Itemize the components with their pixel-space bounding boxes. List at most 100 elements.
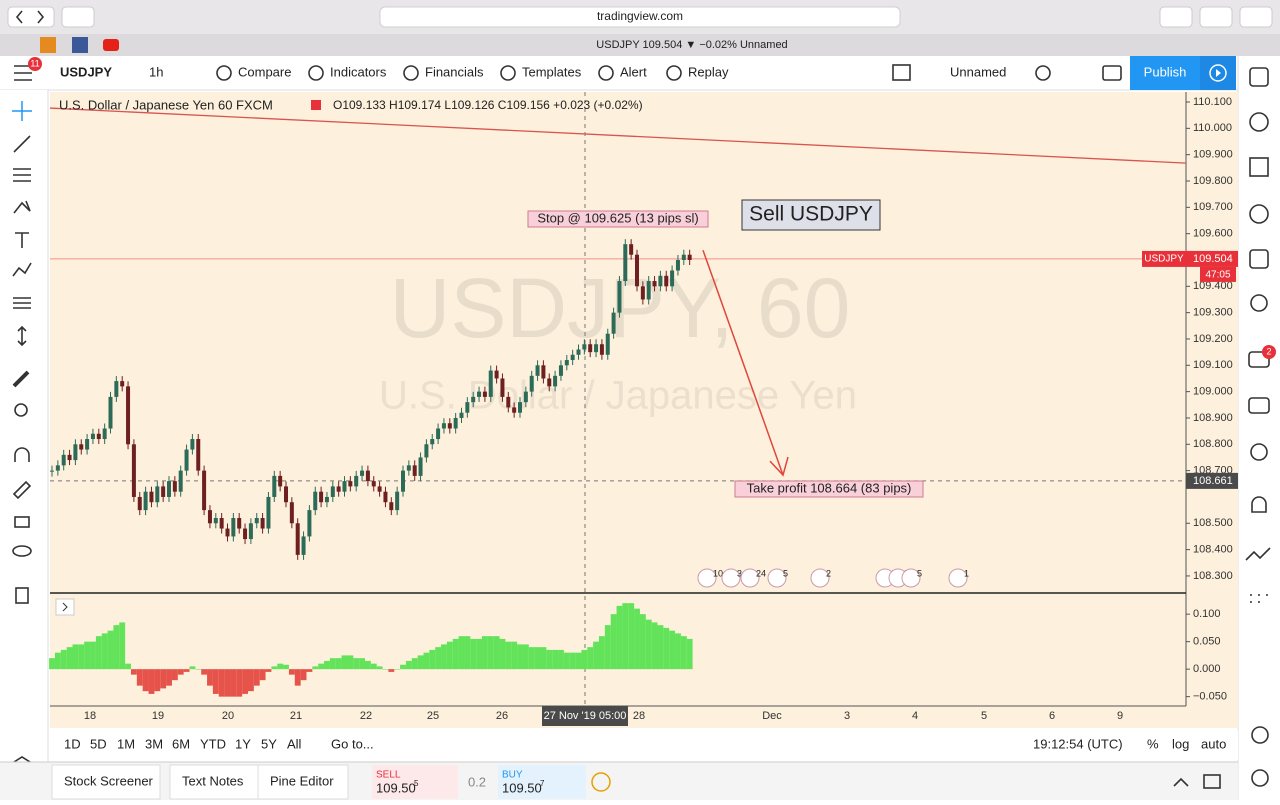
candle bbox=[635, 254, 639, 287]
x-tick-label: Dec bbox=[762, 710, 782, 722]
range-button[interactable]: All bbox=[287, 736, 302, 751]
buy-button[interactable] bbox=[498, 765, 586, 799]
chat-badge: 2 bbox=[1266, 346, 1271, 356]
fib-tool[interactable] bbox=[13, 168, 31, 182]
event-marker[interactable] bbox=[901, 568, 921, 588]
scale-option[interactable]: log bbox=[1172, 736, 1189, 751]
trading-icon[interactable] bbox=[1245, 547, 1271, 561]
notifications-icon[interactable] bbox=[1251, 496, 1267, 513]
candle bbox=[324, 496, 329, 503]
magnet-tool[interactable] bbox=[14, 447, 30, 462]
trash-tool[interactable] bbox=[15, 587, 29, 604]
x-tick-label: 26 bbox=[496, 710, 508, 722]
buy-label: BUY bbox=[502, 770, 523, 781]
layout-name[interactable]: Unnamed bbox=[950, 64, 1006, 79]
panel-tab[interactable] bbox=[257, 764, 349, 800]
chat-icon[interactable] bbox=[1248, 351, 1270, 368]
flag[interactable] bbox=[311, 100, 321, 110]
settings-icon[interactable] bbox=[1035, 65, 1051, 81]
range-button[interactable]: 1M bbox=[117, 736, 135, 751]
range-button[interactable]: YTD bbox=[200, 736, 226, 751]
range-button[interactable]: 1Y bbox=[235, 736, 251, 751]
event-marker[interactable] bbox=[810, 568, 830, 588]
bookmark-icon[interactable] bbox=[40, 37, 56, 53]
event-marker[interactable] bbox=[740, 568, 760, 588]
measure-tool[interactable] bbox=[13, 297, 31, 309]
toolbar-button[interactable]: Alert bbox=[620, 64, 647, 79]
lock-tool[interactable] bbox=[14, 516, 30, 528]
scale-option[interactable]: auto bbox=[1201, 736, 1226, 751]
broker-icon[interactable] bbox=[1251, 726, 1269, 744]
help-bottom-icon[interactable] bbox=[1251, 769, 1269, 787]
bookmark-icon[interactable] bbox=[72, 37, 88, 53]
data-window-icon[interactable] bbox=[1249, 157, 1269, 177]
collapse-button[interactable] bbox=[55, 598, 75, 616]
last-price-tag bbox=[1186, 250, 1238, 267]
histogram-bar bbox=[610, 614, 617, 670]
bookmark-icon[interactable] bbox=[103, 39, 119, 51]
nav-buttons[interactable] bbox=[7, 6, 55, 28]
ruler-tool[interactable] bbox=[12, 370, 30, 388]
range-button[interactable]: 5D bbox=[90, 736, 107, 751]
share-button[interactable] bbox=[1199, 6, 1233, 28]
select-icon[interactable] bbox=[892, 64, 911, 81]
hotlist-icon[interactable] bbox=[1249, 204, 1269, 224]
maximize-icon[interactable] bbox=[1203, 774, 1221, 789]
snapshot-icon[interactable] bbox=[1102, 65, 1122, 81]
toolbar-button[interactable]: Templates bbox=[522, 64, 582, 79]
text-tool[interactable] bbox=[15, 232, 29, 248]
zoom-in-tool[interactable] bbox=[14, 403, 28, 417]
event-marker[interactable] bbox=[721, 568, 741, 588]
candle bbox=[471, 396, 476, 403]
alerts-icon[interactable] bbox=[1249, 112, 1269, 132]
range-button[interactable]: 6M bbox=[172, 736, 190, 751]
calendar-icon[interactable] bbox=[1249, 249, 1269, 269]
chart-pane[interactable] bbox=[50, 92, 1186, 706]
download-button[interactable] bbox=[1159, 6, 1193, 28]
publish-button[interactable] bbox=[1130, 56, 1200, 90]
symbol[interactable]: USDJPY bbox=[60, 64, 112, 79]
toolbar-button[interactable]: Financials bbox=[425, 64, 484, 79]
histogram-bar bbox=[657, 625, 664, 670]
price-scale[interactable] bbox=[1186, 92, 1238, 706]
event-marker[interactable] bbox=[948, 568, 968, 588]
histogram-bar bbox=[435, 647, 442, 670]
crosshair-tool[interactable] bbox=[12, 101, 32, 121]
range-button[interactable]: 3M bbox=[145, 736, 163, 751]
histogram-bar bbox=[388, 669, 395, 672]
visibility-tool[interactable] bbox=[12, 545, 32, 557]
time-scale[interactable] bbox=[50, 706, 1238, 728]
sell-button[interactable] bbox=[372, 765, 458, 799]
toolbar-button[interactable]: Replay bbox=[688, 64, 729, 79]
y-tick-label: 109.300 bbox=[1193, 307, 1233, 319]
range-button[interactable]: 1D bbox=[64, 736, 81, 751]
panel-tab[interactable] bbox=[51, 764, 161, 800]
event-marker[interactable] bbox=[767, 568, 787, 588]
last-price: 109.504 bbox=[1193, 253, 1233, 265]
interval[interactable]: 1h bbox=[149, 64, 163, 79]
toolbar-button[interactable]: Indicators bbox=[330, 64, 387, 79]
prediction-tool[interactable] bbox=[12, 262, 32, 277]
info-icon[interactable] bbox=[591, 772, 611, 792]
watchlist-icon[interactable] bbox=[1249, 67, 1269, 87]
pattern-tool[interactable] bbox=[13, 200, 31, 214]
tab-title[interactable]: USDJPY 109.504 ▼ −0.02% Unnamed bbox=[596, 39, 787, 51]
messages-icon[interactable] bbox=[1248, 397, 1270, 414]
lock-drawing-tool[interactable] bbox=[12, 480, 32, 500]
tabs-button[interactable] bbox=[1239, 6, 1273, 28]
candle bbox=[576, 349, 581, 355]
address-bar[interactable] bbox=[379, 6, 901, 28]
more-icon[interactable] bbox=[1250, 594, 1268, 603]
line-tool[interactable] bbox=[13, 135, 31, 153]
sidebar-button[interactable] bbox=[61, 6, 95, 28]
scale-option[interactable]: % bbox=[1147, 736, 1159, 751]
toolbar-button[interactable]: Compare bbox=[238, 64, 291, 79]
zoom-tool[interactable] bbox=[17, 325, 27, 347]
range-button[interactable]: 5Y bbox=[261, 736, 277, 751]
ideas-icon[interactable] bbox=[1250, 294, 1268, 312]
event-marker[interactable] bbox=[697, 568, 717, 588]
expand-icon[interactable] bbox=[1173, 777, 1189, 787]
histogram-bar bbox=[458, 636, 465, 670]
help-icon[interactable] bbox=[1250, 443, 1268, 461]
goto[interactable]: Go to... bbox=[331, 736, 374, 751]
